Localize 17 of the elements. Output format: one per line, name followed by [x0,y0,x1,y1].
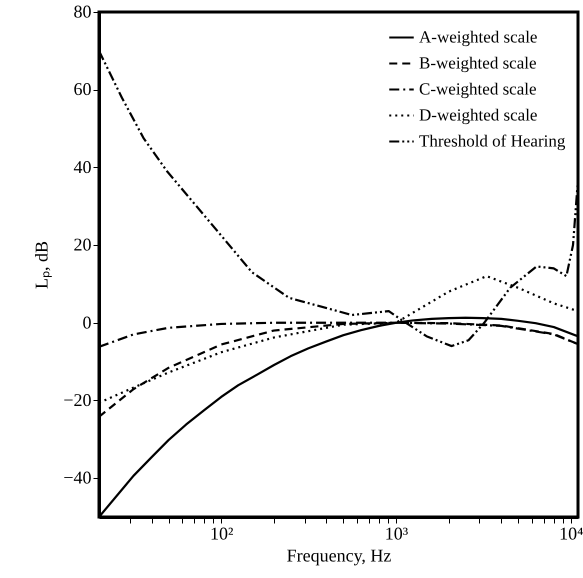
legend-label: A-weighted scale [419,28,538,46]
y-axis-title: Lₚ, dB [31,240,52,290]
y-tick-label: −40 [63,468,92,488]
legend-label: Threshold of Hearing [419,132,566,150]
x-axis-title: Frequency, Hz [286,546,392,566]
y-tick-label: 60 [74,79,92,100]
y-tick-label: 80 [74,2,92,22]
y-tick-label: −20 [63,390,92,410]
x-tick-label: 10² [210,524,234,544]
legend-label: D-weighted scale [419,106,538,124]
y-tick-label: 20 [74,234,92,255]
x-tick-label: 10³ [384,524,409,544]
legend-label: C-weighted scale [419,80,537,98]
y-tick-label: 0 [82,312,92,332]
y-tick-label: 40 [74,156,92,177]
legend-label: B-weighted scale [419,54,537,72]
x-tick-label: 10⁴ [559,524,583,544]
